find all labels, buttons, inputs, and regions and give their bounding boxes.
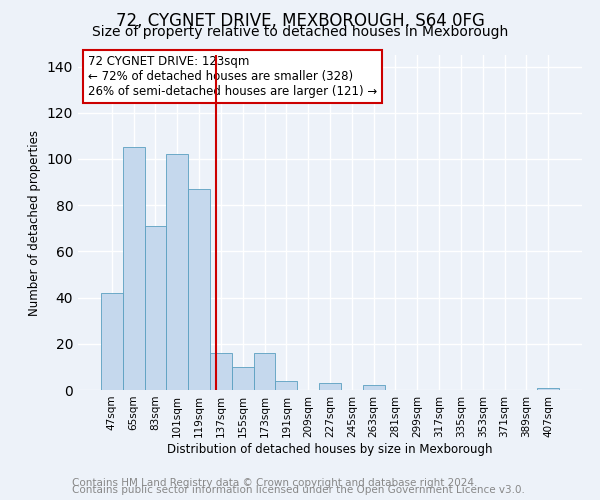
Text: Size of property relative to detached houses in Mexborough: Size of property relative to detached ho… [92,25,508,39]
Bar [210,353,232,390]
Text: Contains HM Land Registry data © Crown copyright and database right 2024.: Contains HM Land Registry data © Crown c… [72,478,478,488]
Bar [145,226,166,390]
Bar [232,367,254,390]
Text: 72, CYGNET DRIVE, MEXBOROUGH, S64 0FG: 72, CYGNET DRIVE, MEXBOROUGH, S64 0FG [116,12,484,30]
Bar [188,189,210,390]
Bar [101,293,123,390]
Y-axis label: Number of detached properties: Number of detached properties [28,130,41,316]
Bar [254,353,275,390]
Bar [275,381,297,390]
X-axis label: Distribution of detached houses by size in Mexborough: Distribution of detached houses by size … [167,442,493,456]
Text: Contains public sector information licensed under the Open Government Licence v3: Contains public sector information licen… [72,485,525,495]
Bar [537,388,559,390]
Text: 72 CYGNET DRIVE: 123sqm
← 72% of detached houses are smaller (328)
26% of semi-d: 72 CYGNET DRIVE: 123sqm ← 72% of detache… [88,55,377,98]
Bar [363,386,385,390]
Bar [319,383,341,390]
Bar [166,154,188,390]
Bar [123,148,145,390]
